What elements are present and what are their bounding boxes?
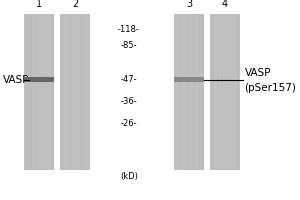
Text: VASP: VASP (244, 68, 271, 78)
Text: -36-: -36- (121, 97, 137, 106)
Text: -85-: -85- (121, 41, 137, 50)
Bar (210, 14, 240, 170)
Text: -118-: -118- (118, 25, 140, 34)
Text: 2: 2 (72, 0, 78, 9)
Bar (24, 14, 54, 170)
Text: 1: 1 (36, 0, 42, 9)
Bar (24, 77, 54, 82)
Text: VASP: VASP (3, 75, 29, 85)
Text: (pSer157): (pSer157) (244, 83, 296, 93)
Text: (kD): (kD) (120, 172, 138, 181)
Text: 3: 3 (186, 0, 192, 9)
Text: -47-: -47- (121, 75, 137, 84)
Bar (174, 77, 204, 82)
Bar (60, 14, 90, 170)
Text: 4: 4 (222, 0, 228, 9)
Text: -26-: -26- (121, 119, 137, 128)
Bar (174, 14, 204, 170)
